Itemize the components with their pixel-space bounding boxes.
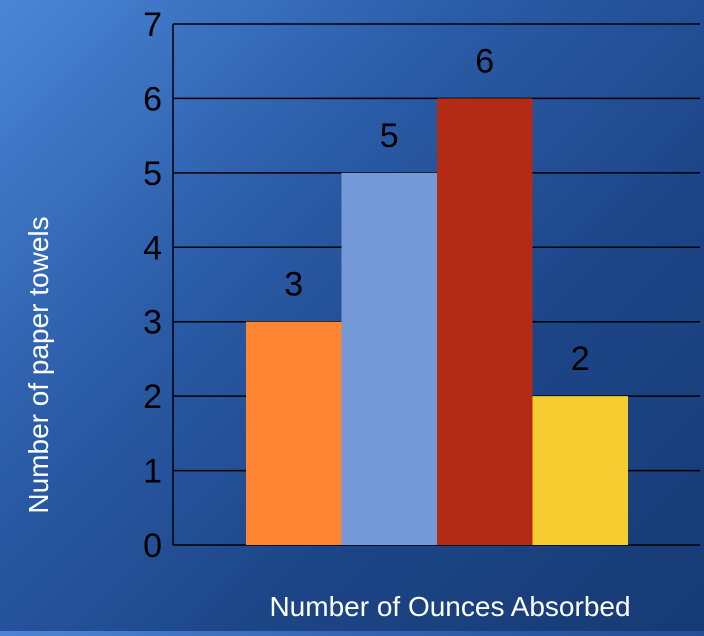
y-tick-label-5: 5 [143, 155, 162, 193]
data-label-4: 2 [571, 340, 590, 378]
bar-2 [341, 172, 437, 545]
y-tick-label-0: 0 [143, 527, 162, 565]
y-tick-label-6: 6 [143, 80, 162, 118]
data-label-3: 6 [475, 42, 494, 80]
bar-3 [437, 98, 533, 545]
y-tick-label-3: 3 [143, 304, 162, 342]
y-axis-label: Number of paper towels [23, 216, 54, 513]
bars [246, 98, 628, 545]
data-label-2: 5 [380, 117, 399, 155]
y-tick-label-7: 7 [143, 6, 162, 44]
bar-1 [246, 321, 342, 545]
data-labels: 3 5 6 2 [284, 42, 589, 378]
y-tick-label-1: 1 [143, 453, 162, 491]
bar-4 [532, 396, 628, 545]
x-axis-label: Number of Ounces Absorbed [269, 591, 630, 622]
y-tick-labels: 0 1 2 3 4 5 6 7 [143, 6, 162, 565]
data-label-1: 3 [284, 266, 303, 304]
y-tick-label-2: 2 [143, 378, 162, 416]
y-tick-label-4: 4 [143, 229, 162, 267]
